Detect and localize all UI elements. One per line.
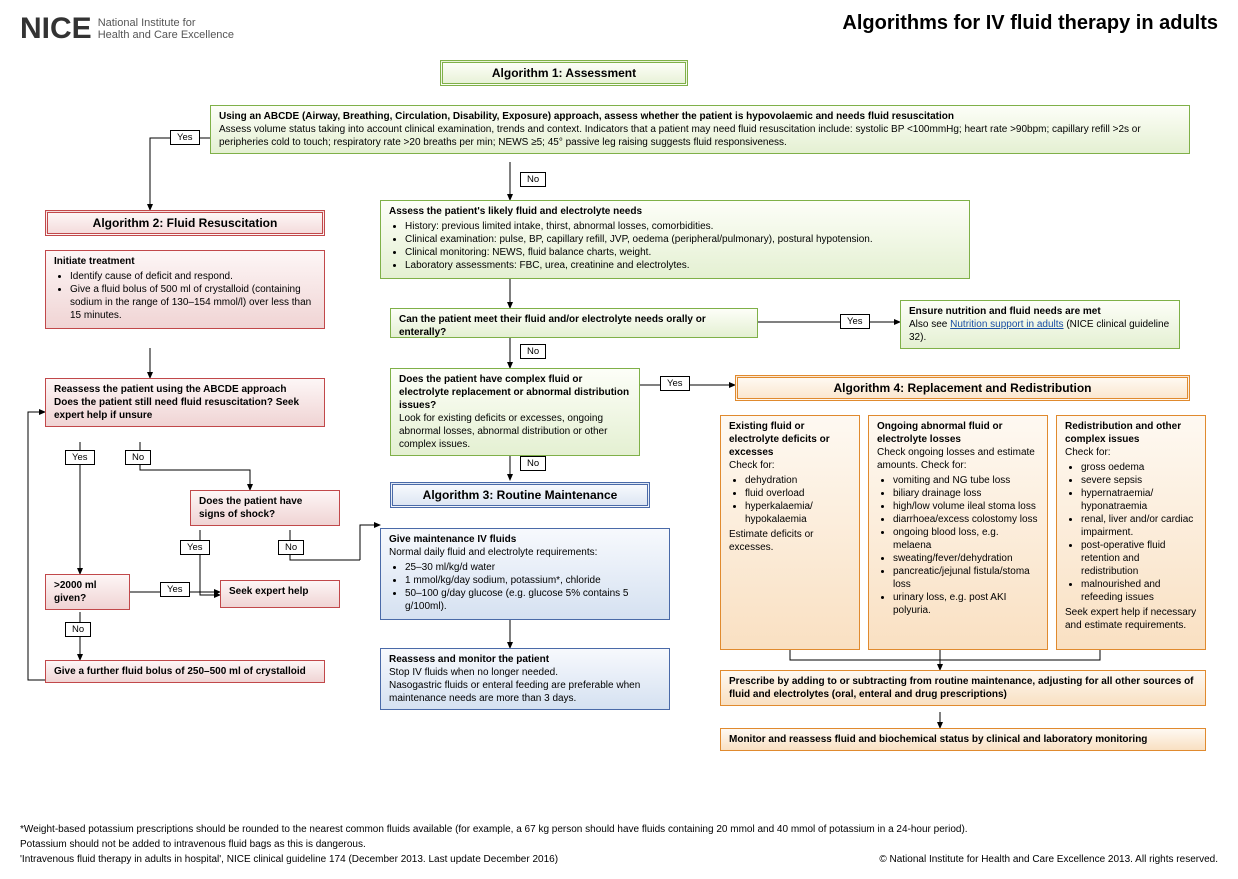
oral-box: Can the patient meet their fluid and/or … (390, 308, 758, 338)
label-yes: Yes (65, 450, 95, 465)
footer: *Weight-based potassium prescriptions sh… (20, 822, 1218, 867)
label-no: No (520, 456, 546, 471)
copyright: © National Institute for Health and Care… (879, 852, 1218, 867)
prescribe-box: Prescribe by adding to or subtracting fr… (720, 670, 1206, 706)
a4-col2: Ongoing abnormal fluid or electrolyte lo… (868, 415, 1048, 650)
needs-box: Assess the patient's likely fluid and el… (380, 200, 970, 279)
initiate-box: Initiate treatment Identify cause of def… (45, 250, 325, 329)
flowchart-canvas: Algorithm 1: Assessment Using an ABCDE (… (20, 50, 1218, 820)
page-title: Algorithms for IV fluid therapy in adult… (842, 12, 1218, 35)
algo3-header: Algorithm 3: Routine Maintenance (390, 482, 650, 508)
algo2-header: Algorithm 2: Fluid Resuscitation (45, 210, 325, 236)
needs-list: History: previous limited intake, thirst… (405, 220, 961, 272)
label-yes: Yes (170, 130, 200, 145)
nice-logo: NICE National Institute forHealth and Ca… (20, 12, 234, 46)
seek-box: Seek expert help (220, 580, 340, 608)
a4-col1: Existing fluid or electrolyte deficits o… (720, 415, 860, 650)
nutrition-link[interactable]: Nutrition support in adults (950, 319, 1063, 330)
label-no: No (278, 540, 304, 555)
nutrition-box: Ensure nutrition and fluid needs are met… (900, 300, 1180, 349)
maintenance-box: Give maintenance IV fluids Normal daily … (380, 528, 670, 620)
label-yes: Yes (660, 376, 690, 391)
label-no: No (65, 622, 91, 637)
abcde-box: Using an ABCDE (Airway, Breathing, Circu… (210, 105, 1190, 154)
given-box: >2000 ml given? (45, 574, 130, 610)
label-no: No (520, 344, 546, 359)
shock-box: Does the patient have signs of shock? (190, 490, 340, 526)
logo-brand: NICE (20, 12, 92, 46)
label-no: No (125, 450, 151, 465)
footnote-2: Potassium should not be added to intrave… (20, 837, 1218, 852)
bolus-box: Give a further fluid bolus of 250–500 ml… (45, 660, 325, 683)
algo4-header: Algorithm 4: Replacement and Redistribut… (735, 375, 1190, 401)
citation: 'Intravenous fluid therapy in adults in … (20, 852, 558, 867)
complex-box: Does the patient have complex fluid or e… (390, 368, 640, 456)
label-no: No (520, 172, 546, 187)
monitor-box: Reassess and monitor the patient Stop IV… (380, 648, 670, 710)
reassess-box: Reassess the patient using the ABCDE app… (45, 378, 325, 427)
label-yes: Yes (160, 582, 190, 597)
logo-subtitle: National Institute forHealth and Care Ex… (98, 17, 234, 41)
a4-col3: Redistribution and other complex issues … (1056, 415, 1206, 650)
footnote-1: *Weight-based potassium prescriptions sh… (20, 822, 1218, 837)
a4-monitor-box: Monitor and reassess fluid and biochemic… (720, 728, 1206, 751)
label-yes: Yes (180, 540, 210, 555)
algo1-header: Algorithm 1: Assessment (440, 60, 688, 86)
label-yes: Yes (840, 314, 870, 329)
